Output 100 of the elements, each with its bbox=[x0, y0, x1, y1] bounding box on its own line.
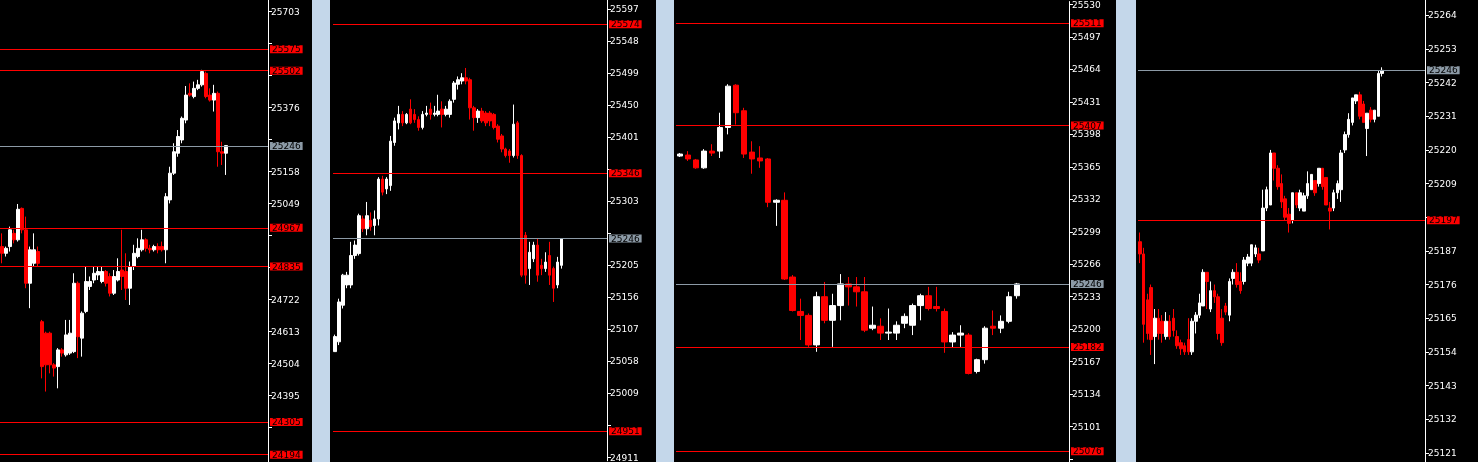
candlestick bbox=[1313, 180, 1317, 197]
candlestick bbox=[212, 84, 216, 113]
ref-line-label: 24835 bbox=[272, 261, 301, 272]
candlestick bbox=[100, 266, 104, 284]
ref-line-label: 24967 bbox=[272, 222, 301, 233]
y-tick-label: 24395 bbox=[271, 390, 300, 401]
candlestick bbox=[717, 112, 723, 159]
candlestick bbox=[757, 145, 763, 169]
y-tick-label: 25431 bbox=[1072, 96, 1101, 107]
candlestick bbox=[1164, 311, 1168, 341]
candlestick bbox=[484, 110, 488, 127]
ref-line-label: 25502 bbox=[272, 65, 301, 76]
candlestick bbox=[998, 314, 1004, 334]
y-tick-label: 25154 bbox=[1428, 346, 1457, 357]
candlestick bbox=[361, 215, 365, 233]
candlestick bbox=[365, 201, 369, 236]
candlestick bbox=[528, 241, 531, 286]
y-tick-label: 25264 bbox=[1428, 10, 1457, 21]
candlestick bbox=[1358, 91, 1362, 120]
candlestick bbox=[1365, 112, 1369, 157]
candlestick bbox=[877, 317, 884, 341]
candlestick bbox=[1187, 317, 1190, 356]
candlestick bbox=[224, 144, 228, 176]
ref-line-label: 25076 bbox=[1073, 446, 1102, 457]
candlestick bbox=[409, 98, 412, 125]
candlestick bbox=[512, 104, 515, 159]
y-tick-label: 25597 bbox=[610, 4, 639, 15]
y-tick-label: 25156 bbox=[610, 292, 639, 303]
candlestick bbox=[405, 112, 408, 125]
candlestick bbox=[480, 107, 484, 124]
candlestick bbox=[508, 148, 511, 164]
y-tick-label: 24613 bbox=[271, 326, 300, 337]
y-tick-label: 25167 bbox=[1072, 356, 1101, 367]
candlestick bbox=[429, 102, 432, 121]
candlestick bbox=[773, 198, 780, 227]
candlestick bbox=[216, 91, 220, 168]
candlestick bbox=[64, 319, 68, 358]
y-tick-label: 25450 bbox=[610, 100, 639, 111]
candlestick bbox=[1014, 282, 1020, 300]
candlestick bbox=[677, 152, 683, 158]
y-tick-label: 25231 bbox=[1428, 111, 1457, 122]
candlestick bbox=[436, 94, 440, 117]
candlestick bbox=[1298, 189, 1302, 212]
candlestick bbox=[1205, 271, 1209, 310]
candlestick bbox=[869, 306, 876, 331]
candlestick bbox=[1157, 308, 1160, 341]
y-tick-label: 25158 bbox=[271, 166, 300, 177]
y-tick-label: 25499 bbox=[610, 68, 639, 79]
candlestick bbox=[192, 81, 196, 99]
ref-line-label: 24951 bbox=[611, 426, 640, 437]
ref-line-label: 24194 bbox=[272, 449, 301, 460]
y-tick-label: 25187 bbox=[1428, 245, 1457, 256]
y-tick-label: 25299 bbox=[1072, 226, 1101, 237]
candlestick bbox=[974, 358, 980, 374]
candlestick bbox=[381, 175, 384, 196]
y-tick-label: 25303 bbox=[610, 196, 639, 207]
candlestick bbox=[349, 241, 353, 289]
candlestick bbox=[1291, 192, 1294, 224]
candlestick bbox=[200, 69, 204, 88]
y-tick-label: 25530 bbox=[1072, 0, 1101, 10]
candlestick bbox=[421, 110, 424, 130]
y-tick-label: 25233 bbox=[1072, 291, 1101, 302]
y-tick-label: 25398 bbox=[1072, 129, 1101, 140]
candlestick bbox=[56, 347, 60, 389]
candlestick bbox=[1149, 284, 1153, 356]
ref-line-label: 25574 bbox=[611, 19, 640, 30]
candlestick bbox=[982, 325, 988, 365]
y-tick-label: 25266 bbox=[1072, 259, 1101, 270]
candlestick bbox=[1295, 192, 1298, 209]
ref-line-label: 25511 bbox=[1073, 18, 1102, 29]
y-tick-label: 25220 bbox=[1428, 144, 1457, 155]
candlestick bbox=[160, 241, 164, 253]
y-tick-label: 25401 bbox=[610, 132, 639, 143]
y-tick-label: 25703 bbox=[271, 6, 300, 17]
y-tick-label: 25332 bbox=[1072, 194, 1101, 205]
candlestick bbox=[1153, 308, 1157, 365]
ref-line-label: 25246 bbox=[272, 140, 301, 151]
candlestick bbox=[536, 238, 539, 283]
y-tick-label: 25209 bbox=[1428, 178, 1457, 189]
candlestick bbox=[0, 232, 4, 264]
ref-line-label: 24305 bbox=[272, 417, 301, 428]
candlestick bbox=[1317, 167, 1321, 188]
candlestick bbox=[108, 272, 112, 297]
candlestick bbox=[476, 108, 480, 124]
candlestick bbox=[749, 140, 755, 175]
y-tick-label: 25176 bbox=[1428, 279, 1457, 290]
candlestick bbox=[1261, 189, 1265, 252]
candlestick bbox=[685, 150, 691, 162]
candlestick bbox=[821, 281, 828, 324]
y-tick-label: 25049 bbox=[271, 198, 300, 209]
candlestick bbox=[156, 242, 160, 254]
candlestick bbox=[60, 347, 64, 358]
y-tick-label: 25143 bbox=[1428, 380, 1457, 391]
y-tick-label: 25376 bbox=[271, 102, 300, 113]
y-tick-label: 25200 bbox=[1072, 324, 1101, 335]
y-tick-label: 25107 bbox=[610, 324, 639, 335]
y-tick-label: 25165 bbox=[1428, 313, 1457, 324]
candlestick bbox=[188, 82, 192, 98]
ref-line-label: 25346 bbox=[611, 168, 640, 179]
ref-line-label: 25246 bbox=[1073, 278, 1102, 289]
